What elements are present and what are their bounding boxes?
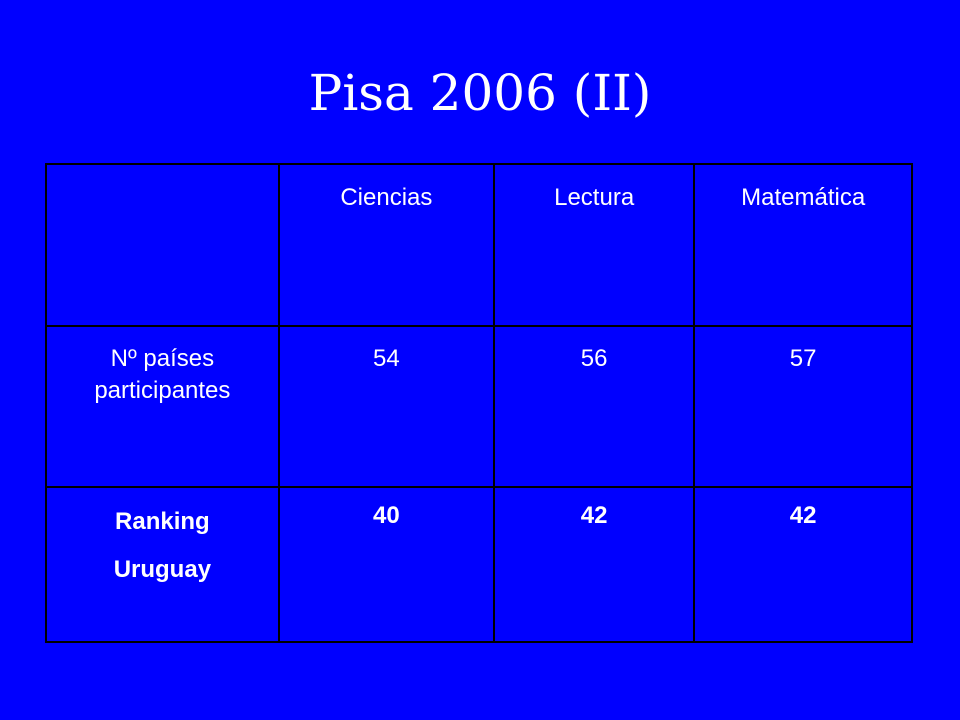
header-ciencias: Ciencias xyxy=(340,184,433,211)
row-label-cell-ranking: Ranking Uruguay xyxy=(45,486,280,643)
table-row-participating-countries: Nº países participantes 54 56 57 xyxy=(45,325,913,488)
slide-title: Pisa 2006 (II) xyxy=(308,64,652,122)
table-header-row: Ciencias Lectura Matemática xyxy=(45,163,913,327)
row-label-cell-countries: Nº países participantes xyxy=(45,325,280,488)
value-countries-matematica: 57 xyxy=(789,345,817,372)
cell-ranking-ciencias: 40 xyxy=(277,486,496,643)
row-label-countries-line1: Nº países xyxy=(110,345,215,372)
value-ranking-ciencias: 40 xyxy=(373,502,400,529)
cell-countries-matematica: 57 xyxy=(693,325,913,488)
header-cell-matematica: Matemática xyxy=(693,163,913,327)
row-label-countries-line2: participantes xyxy=(94,377,231,404)
row-label-ranking-line1: Ranking xyxy=(115,508,210,535)
row-label-countries: Nº países participantes xyxy=(47,327,278,407)
table-row-ranking-uruguay: Ranking Uruguay 40 42 42 xyxy=(45,486,913,643)
cell-countries-ciencias: 54 xyxy=(277,325,496,488)
pisa-table: Ciencias Lectura Matemática Nº países pa… xyxy=(45,163,913,643)
row-label-ranking: Ranking Uruguay xyxy=(47,488,278,594)
value-ranking-lectura: 42 xyxy=(580,502,608,529)
value-ranking-matematica: 42 xyxy=(789,502,817,529)
cell-countries-lectura: 56 xyxy=(492,325,696,488)
value-countries-lectura: 56 xyxy=(580,345,608,372)
cell-ranking-lectura: 42 xyxy=(492,486,696,643)
row-label-ranking-line2: Uruguay xyxy=(113,556,212,583)
value-countries-ciencias: 54 xyxy=(373,345,400,372)
header-corner-text xyxy=(47,165,278,183)
cell-ranking-matematica: 42 xyxy=(693,486,913,643)
header-cell-ciencias: Ciencias xyxy=(277,163,496,327)
header-corner-cell xyxy=(45,163,280,327)
header-cell-lectura: Lectura xyxy=(492,163,696,327)
header-lectura: Lectura xyxy=(554,184,635,211)
header-matematica: Matemática xyxy=(741,184,866,211)
